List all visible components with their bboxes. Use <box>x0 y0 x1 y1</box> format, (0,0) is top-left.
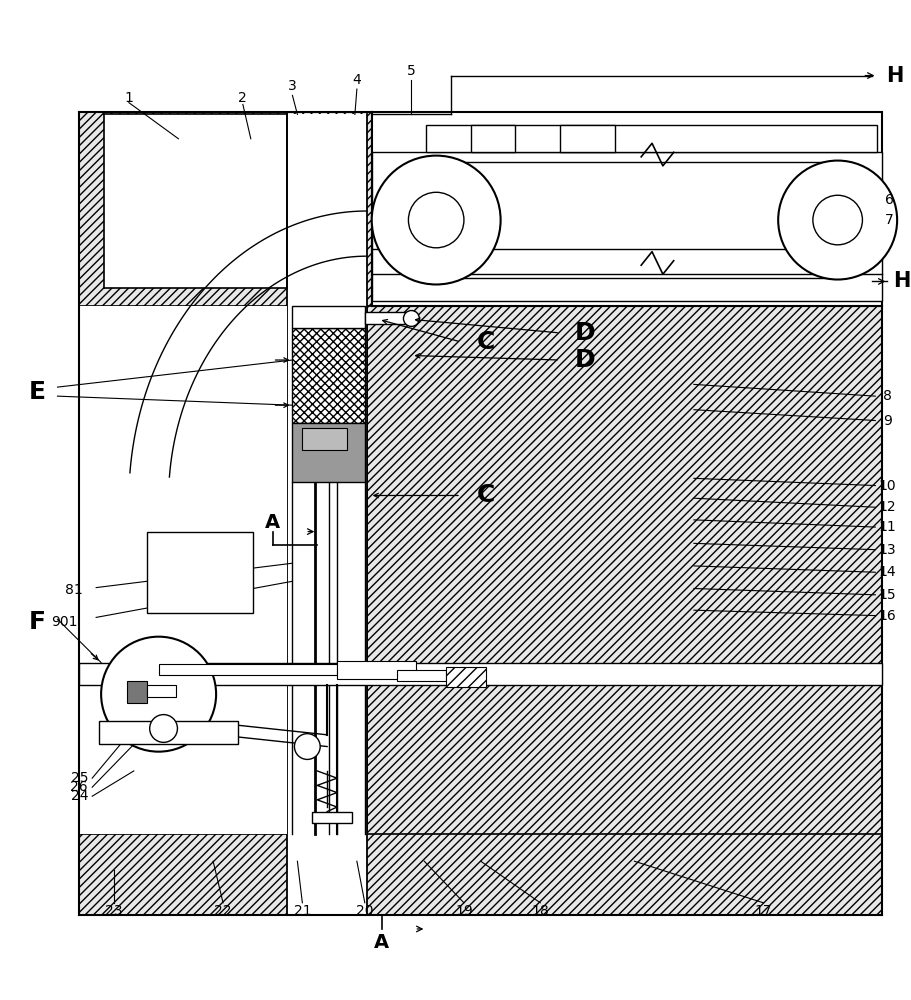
Bar <box>104 114 288 288</box>
Text: D: D <box>575 348 595 372</box>
Text: H: H <box>894 271 911 291</box>
Bar <box>292 328 364 423</box>
Bar <box>302 428 347 450</box>
Text: 1: 1 <box>125 91 133 105</box>
Text: 22: 22 <box>214 904 231 918</box>
Bar <box>147 685 177 697</box>
Text: 26: 26 <box>70 780 88 794</box>
Text: 14: 14 <box>878 565 896 579</box>
Text: D: D <box>575 321 595 345</box>
Bar <box>312 812 352 823</box>
Text: 16: 16 <box>878 609 896 623</box>
Text: 7: 7 <box>885 213 894 227</box>
Text: 901: 901 <box>51 615 77 629</box>
Bar <box>426 125 877 152</box>
Text: 2: 2 <box>239 91 247 105</box>
Bar <box>292 306 364 328</box>
Text: 23: 23 <box>106 904 123 918</box>
Circle shape <box>294 734 320 759</box>
Text: 24: 24 <box>70 789 88 803</box>
Text: 10: 10 <box>878 479 896 493</box>
Bar <box>147 532 252 613</box>
Circle shape <box>372 156 501 284</box>
Bar <box>288 114 367 915</box>
Bar <box>79 306 288 834</box>
Bar <box>79 112 288 915</box>
Bar <box>396 670 446 681</box>
Text: 15: 15 <box>878 588 896 602</box>
Text: 9: 9 <box>883 414 892 428</box>
Bar <box>79 663 882 685</box>
Bar <box>127 681 147 703</box>
Text: 19: 19 <box>456 904 473 918</box>
Text: C: C <box>476 330 495 354</box>
Circle shape <box>101 637 216 752</box>
Text: 6: 6 <box>885 193 894 207</box>
Text: 5: 5 <box>407 64 415 78</box>
Bar <box>560 125 615 152</box>
Text: 81: 81 <box>66 583 83 597</box>
Text: 12: 12 <box>878 500 896 514</box>
Text: 17: 17 <box>754 904 773 918</box>
Text: 13: 13 <box>878 543 896 557</box>
Circle shape <box>778 161 897 280</box>
Text: 25: 25 <box>70 771 88 785</box>
Bar <box>79 112 372 306</box>
Bar <box>159 664 337 675</box>
Text: 18: 18 <box>531 904 549 918</box>
Text: E: E <box>29 380 46 404</box>
Bar <box>79 834 882 915</box>
Text: 11: 11 <box>878 520 896 534</box>
Bar <box>364 312 412 324</box>
Circle shape <box>404 311 419 326</box>
Bar <box>79 306 288 834</box>
Text: A: A <box>374 933 389 952</box>
Bar <box>99 721 238 744</box>
Text: 21: 21 <box>293 904 312 918</box>
Text: 3: 3 <box>288 79 297 93</box>
Circle shape <box>813 195 863 245</box>
Text: 8: 8 <box>883 389 892 403</box>
Circle shape <box>408 192 464 248</box>
Text: 20: 20 <box>356 904 374 918</box>
Text: F: F <box>29 610 46 634</box>
Text: C: C <box>476 483 495 507</box>
Bar <box>446 667 486 687</box>
Circle shape <box>149 715 178 742</box>
Bar <box>372 152 882 301</box>
Bar <box>337 661 416 679</box>
Bar <box>367 306 882 915</box>
Text: 4: 4 <box>353 73 362 87</box>
Text: A: A <box>265 513 281 532</box>
Bar <box>372 112 882 306</box>
Bar <box>471 125 516 152</box>
Bar <box>292 423 364 482</box>
Text: H: H <box>886 66 904 86</box>
